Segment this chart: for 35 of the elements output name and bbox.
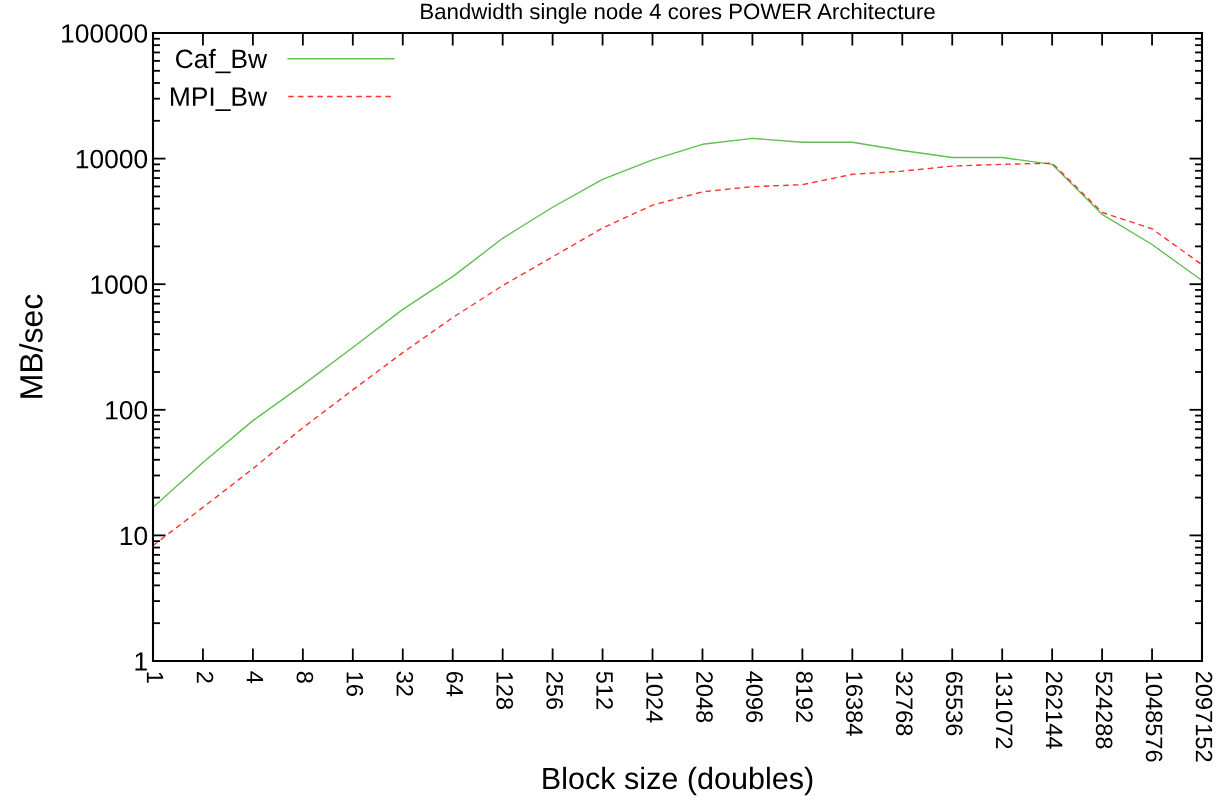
x-tick-label: 8 xyxy=(296,671,314,683)
x-tick-label: 256 xyxy=(546,671,563,710)
x-tick-label: 2097152 xyxy=(1195,671,1213,762)
x-tick-label: 4 xyxy=(246,671,264,684)
x-tick-label: 262144 xyxy=(1045,671,1063,749)
x-tick-label: 65536 xyxy=(945,671,963,736)
chart-title: Bandwidth single node 4 cores POWER Architecture xyxy=(421,3,935,24)
line-series xyxy=(153,162,1202,547)
x-tick-label: 32768 xyxy=(895,671,913,736)
y-tick-label: 100000 xyxy=(62,24,148,43)
y-tick-label: 10 xyxy=(120,526,148,546)
x-tick-label: 1 xyxy=(146,672,164,683)
x-tick-label: 2048 xyxy=(696,671,713,723)
x-tick-label: 4096 xyxy=(746,671,763,723)
y-tick-label: 1 xyxy=(135,652,147,671)
x-tick-label: 32 xyxy=(396,671,414,696)
x-tick-label: 131072 xyxy=(995,672,1013,749)
legend-label: MPI_Bw xyxy=(171,87,268,111)
x-tick-label: 8192 xyxy=(796,671,813,723)
legend-label: Caf_Bw xyxy=(176,48,268,74)
x-tick-label: 16384 xyxy=(846,672,863,736)
x-tick-label: 16 xyxy=(346,672,364,696)
x-tick-label: 2 xyxy=(196,671,214,683)
x-tick-label: 524288 xyxy=(1095,671,1113,749)
x-tick-label: 512 xyxy=(596,671,613,709)
y-axis-title: MB/sec xyxy=(19,294,43,398)
x-tick-label: 64 xyxy=(446,671,464,697)
x-tick-label: 1048576 xyxy=(1145,672,1163,762)
y-tick-label: 100 xyxy=(106,400,148,420)
x-tick-label: 128 xyxy=(496,672,514,710)
x-axis-title: Block size (doubles) xyxy=(543,766,813,796)
y-tick-label: 10000 xyxy=(76,149,148,169)
y-tick-label: 1000 xyxy=(91,275,148,295)
line-series xyxy=(153,137,1202,509)
x-tick-label: 1024 xyxy=(646,672,663,723)
